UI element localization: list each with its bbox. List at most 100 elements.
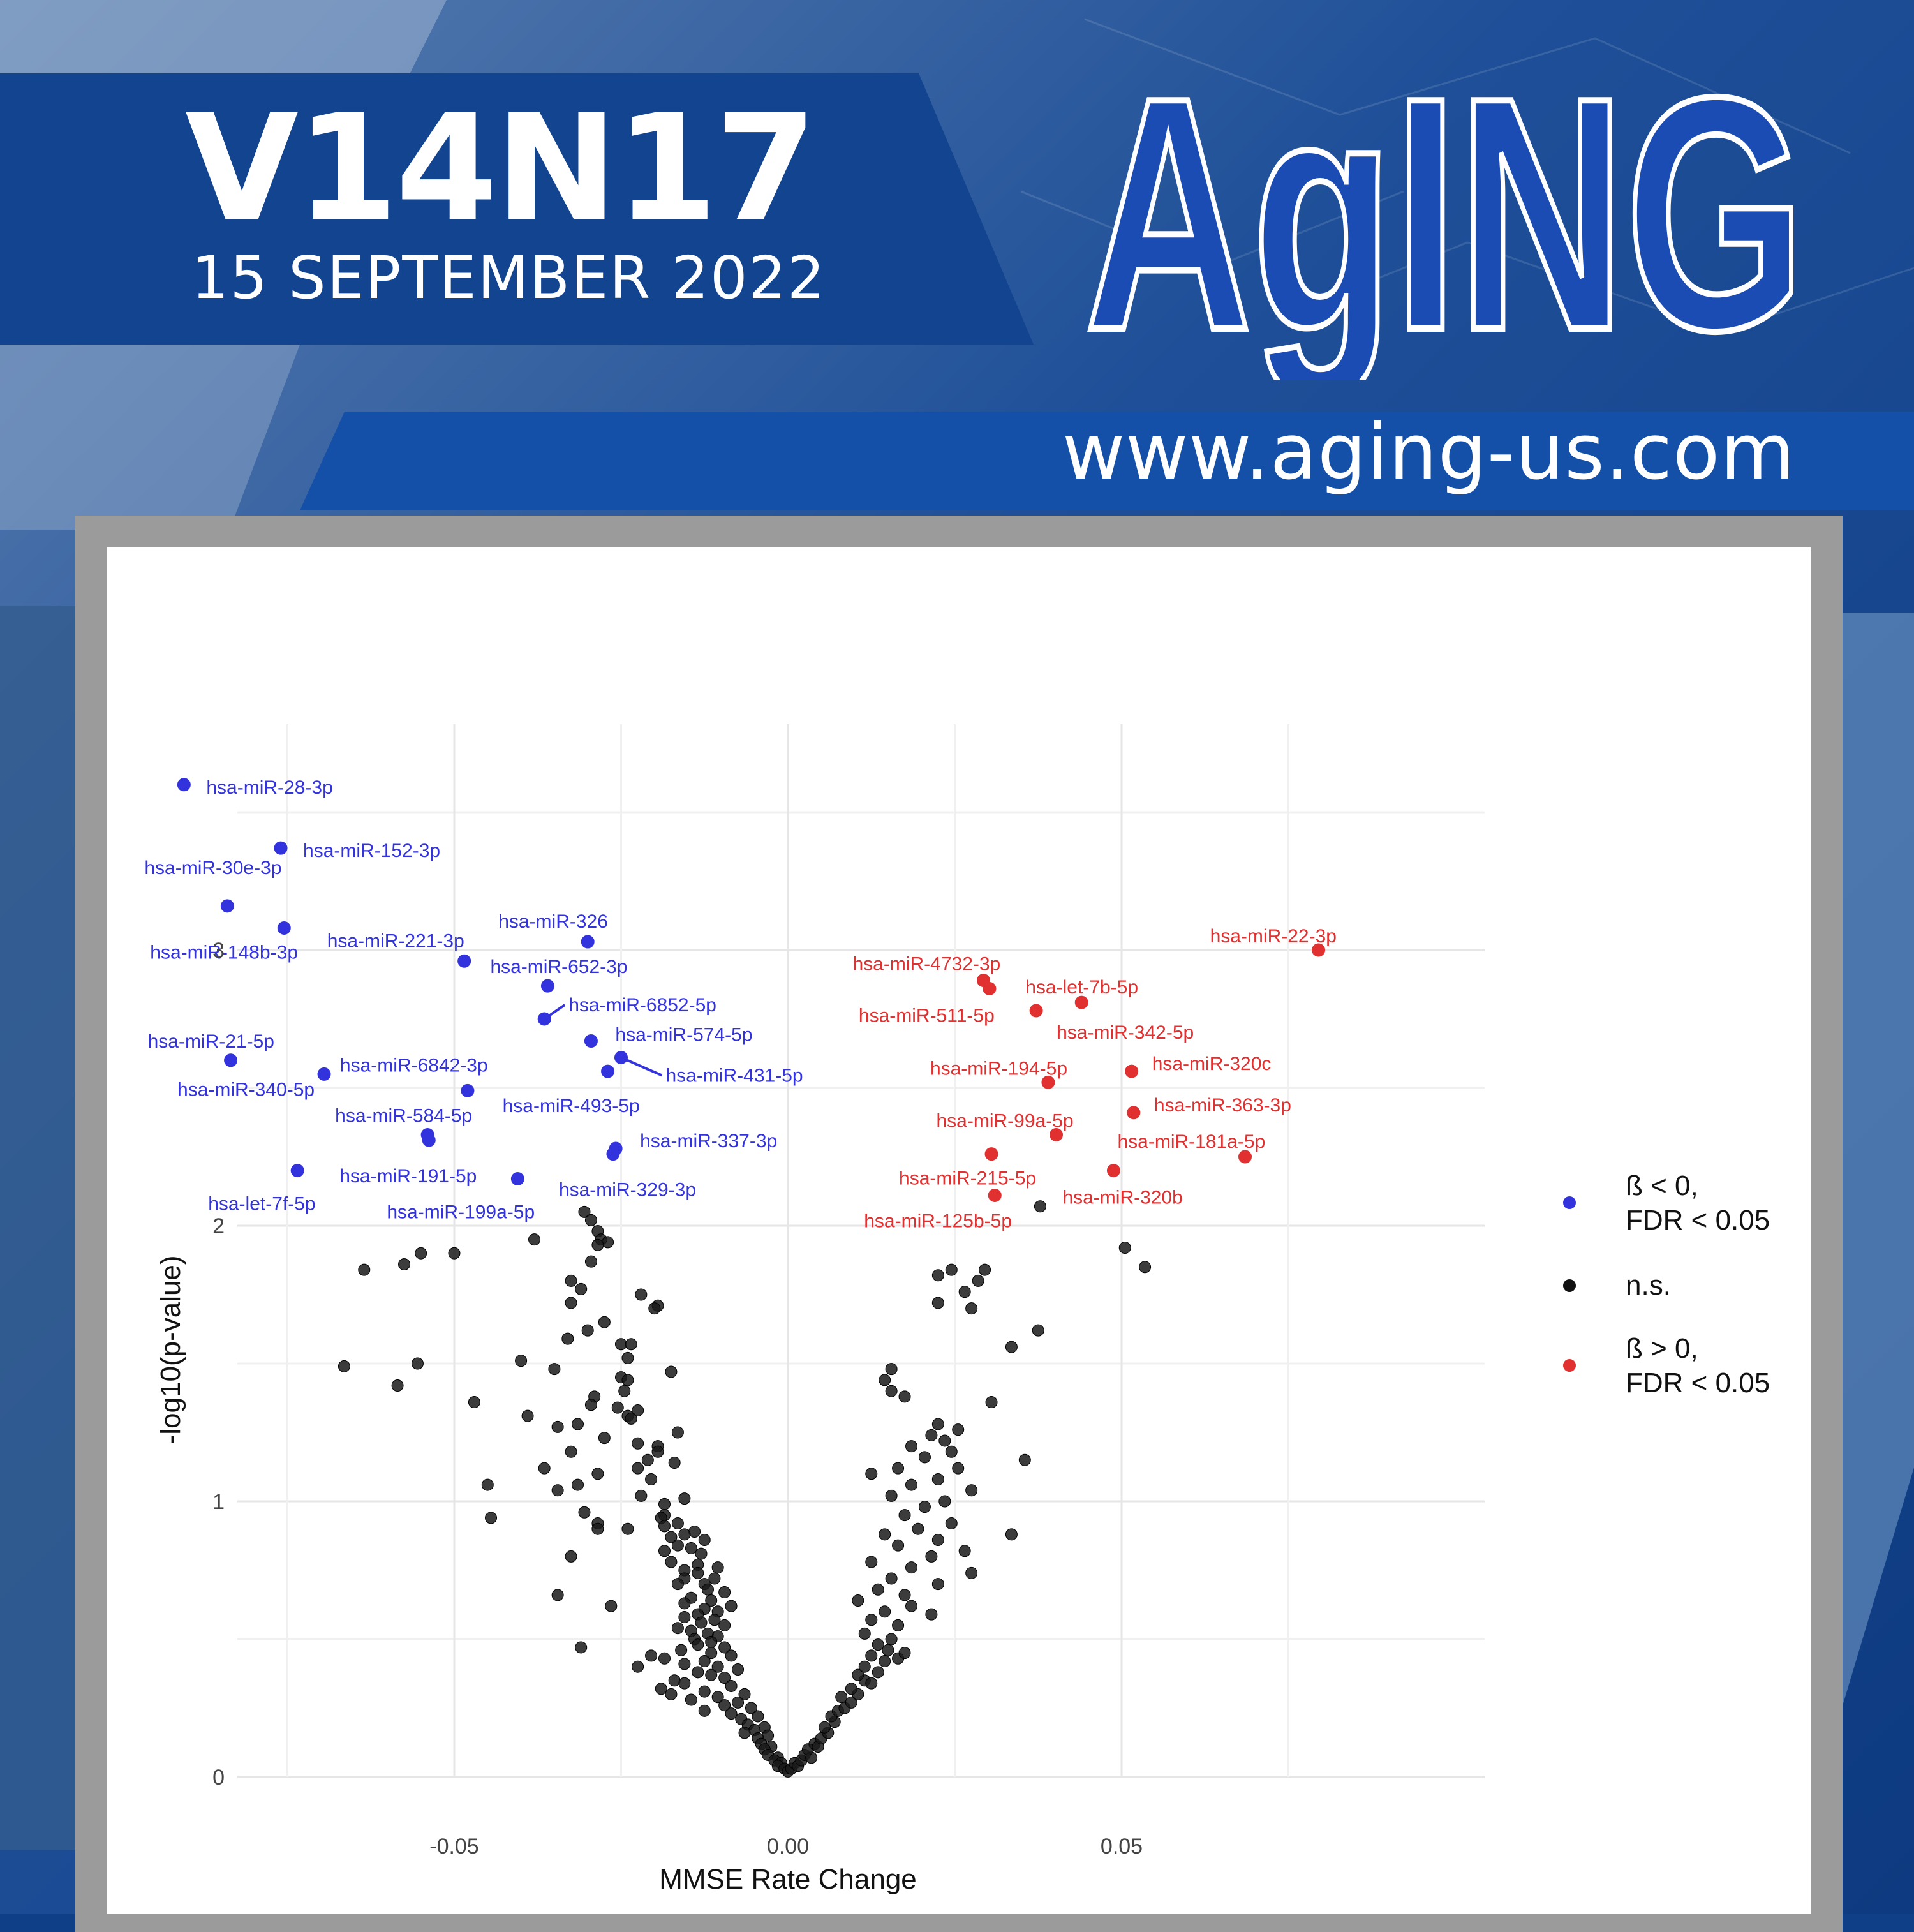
ns-point xyxy=(521,1409,534,1422)
ns-point xyxy=(598,1316,611,1328)
ns-point xyxy=(551,1484,564,1497)
ns-point xyxy=(931,1578,944,1591)
ns-point xyxy=(885,1572,898,1585)
ns-point xyxy=(738,1688,751,1700)
legend-label-line2: FDR < 0.05 xyxy=(1626,1205,1770,1236)
ns-point xyxy=(708,1614,721,1626)
ns-point xyxy=(872,1638,884,1651)
ns-point xyxy=(705,1647,718,1660)
ns-point xyxy=(591,1522,604,1535)
legend-key xyxy=(1563,1196,1576,1209)
ns-point xyxy=(872,1666,884,1679)
negative-point xyxy=(224,1053,238,1067)
positive-point xyxy=(1238,1150,1252,1164)
ns-point xyxy=(905,1600,918,1612)
ns-point xyxy=(641,1453,654,1466)
ns-point xyxy=(725,1679,738,1692)
ns-point xyxy=(912,1522,924,1535)
ns-point xyxy=(872,1583,884,1596)
positive-point xyxy=(988,1188,1002,1202)
ns-point xyxy=(655,1683,667,1695)
x-tick-label: -0.05 xyxy=(429,1834,479,1859)
plot-background xyxy=(107,547,1811,1914)
ns-point xyxy=(398,1258,411,1270)
ns-point xyxy=(852,1668,864,1681)
point-label: hsa-miR-574-5p xyxy=(615,1025,752,1046)
point-label: hsa-miR-30e-3p xyxy=(144,858,281,879)
positive-point xyxy=(1125,1064,1139,1078)
ns-point xyxy=(905,1478,918,1491)
ns-point xyxy=(648,1302,661,1315)
point-label: hsa-miR-584-5p xyxy=(335,1105,472,1126)
ns-point xyxy=(645,1649,658,1662)
ns-point xyxy=(879,1605,891,1618)
point-label: hsa-miR-6842-3p xyxy=(340,1055,488,1076)
ns-point xyxy=(938,1434,951,1447)
ns-point xyxy=(698,1704,711,1717)
ns-point xyxy=(1032,1324,1044,1337)
ns-point xyxy=(515,1355,528,1367)
point-label: hsa-let-7b-5p xyxy=(1025,977,1138,998)
ns-point xyxy=(931,1297,944,1309)
ns-point xyxy=(1005,1341,1018,1353)
ns-point xyxy=(635,1288,648,1301)
negative-point xyxy=(606,1147,620,1161)
y-tick-label: 2 xyxy=(212,1214,225,1238)
ns-point xyxy=(718,1641,731,1654)
x-axis-title: MMSE Rate Change xyxy=(659,1864,917,1895)
ns-point xyxy=(658,1652,671,1665)
ns-point xyxy=(678,1597,691,1610)
ns-point xyxy=(692,1566,704,1579)
ns-point xyxy=(551,1589,564,1601)
ns-point xyxy=(865,1614,878,1626)
ns-point xyxy=(678,1528,691,1541)
ns-point xyxy=(678,1610,691,1623)
ns-point xyxy=(561,1332,574,1345)
ns-point xyxy=(548,1363,561,1376)
ns-point xyxy=(745,1702,757,1714)
ns-point xyxy=(945,1263,958,1276)
ns-point xyxy=(925,1608,938,1621)
ns-point xyxy=(678,1492,691,1505)
x-tick-label: 0.05 xyxy=(1101,1834,1143,1859)
legend-label: ß > 0, xyxy=(1626,1333,1698,1364)
ns-point xyxy=(665,1365,678,1378)
ns-point xyxy=(658,1497,671,1510)
ns-point xyxy=(391,1379,404,1392)
ns-point xyxy=(898,1647,911,1660)
ns-point xyxy=(705,1635,718,1648)
negative-point xyxy=(457,954,471,968)
ns-point xyxy=(632,1437,644,1450)
ns-point xyxy=(632,1660,644,1673)
negative-point xyxy=(177,778,191,792)
negative-point xyxy=(461,1083,475,1097)
point-label: hsa-miR-191-5p xyxy=(339,1166,477,1187)
point-label: hsa-miR-326 xyxy=(498,911,608,932)
ns-point xyxy=(578,1506,591,1519)
ns-point xyxy=(415,1247,427,1260)
ns-point xyxy=(632,1462,644,1475)
ns-point xyxy=(485,1512,498,1524)
point-label: hsa-miR-215-5p xyxy=(899,1168,1036,1189)
positive-point xyxy=(1312,943,1326,957)
ns-point xyxy=(885,1489,898,1502)
ns-point xyxy=(819,1721,831,1734)
ns-point xyxy=(338,1360,350,1372)
point-label: hsa-miR-221-3p xyxy=(327,930,464,951)
ns-point xyxy=(952,1462,965,1475)
y-tick-label: 3 xyxy=(212,939,225,963)
ns-point xyxy=(675,1644,688,1656)
ns-point xyxy=(528,1233,541,1246)
ns-point xyxy=(725,1600,738,1612)
ns-point xyxy=(718,1619,731,1631)
ns-point xyxy=(625,1338,637,1351)
ns-point xyxy=(625,1412,637,1425)
ns-point xyxy=(738,1727,751,1739)
point-label: hsa-miR-320b xyxy=(1062,1187,1182,1208)
negative-point xyxy=(584,1034,598,1048)
ns-point xyxy=(605,1600,618,1612)
point-label: hsa-miR-194-5p xyxy=(930,1058,1067,1079)
ns-point xyxy=(945,1517,958,1530)
ns-point xyxy=(885,1633,898,1646)
ns-point xyxy=(698,1533,711,1546)
